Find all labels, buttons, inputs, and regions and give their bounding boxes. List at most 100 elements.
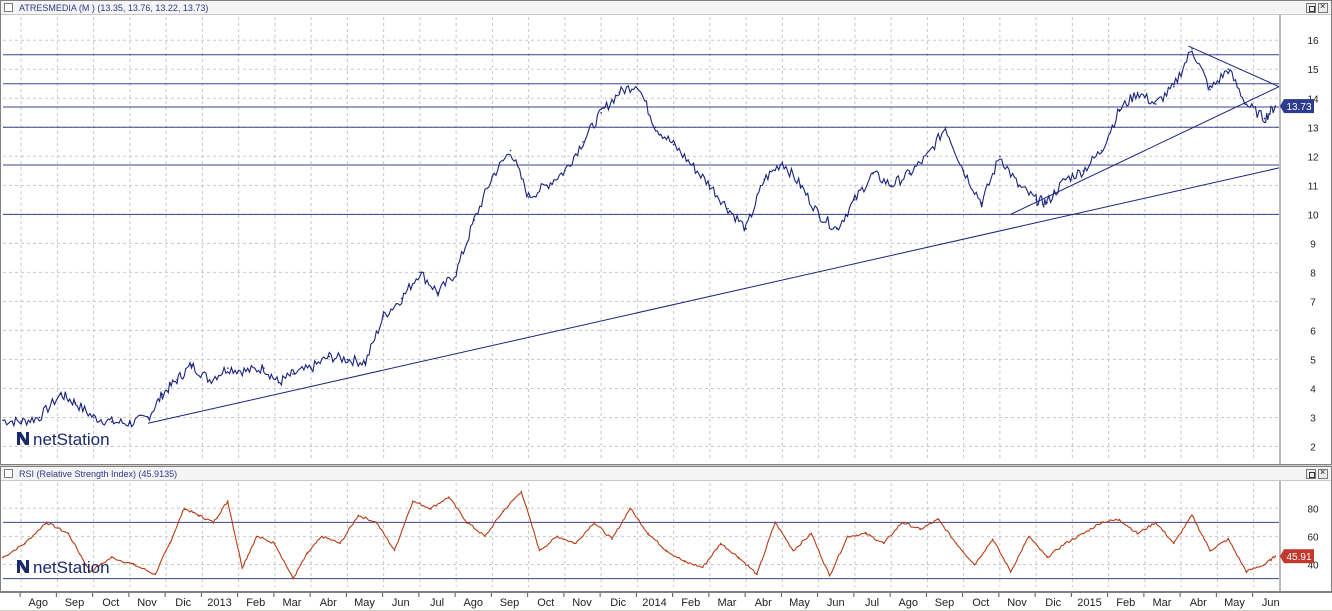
data-point: [168, 542, 171, 545]
y-tick-label: 60: [1307, 532, 1319, 543]
data-point: [1046, 556, 1048, 559]
data-point: [321, 535, 323, 538]
data-point: [1035, 199, 1037, 201]
data-point: [864, 532, 867, 535]
x-tick-label: Feb: [246, 597, 265, 609]
data-point: [382, 315, 385, 317]
data-point: [1017, 184, 1019, 187]
x-tick-label: Jun: [392, 597, 410, 609]
x-tick-label: Mar: [718, 597, 737, 609]
data-point: [292, 373, 294, 375]
netstation-watermark: netStation: [17, 430, 110, 449]
close-window-icon[interactable]: [1318, 1, 1328, 13]
data-point: [147, 416, 149, 419]
y-tick-label: 8: [1310, 268, 1316, 279]
data-point: [277, 381, 280, 384]
data-point: [129, 422, 131, 425]
data-point: [2, 556, 4, 559]
y-tick-label: 12: [1307, 152, 1319, 163]
restore-window-icon[interactable]: [1306, 469, 1316, 479]
data-point: [1046, 201, 1048, 204]
data-point: [45, 521, 48, 524]
data-point: [672, 143, 675, 146]
data-point: [1263, 563, 1266, 566]
data-point: [1100, 149, 1103, 152]
data-point: [690, 164, 693, 166]
x-tick-label: Oct: [972, 597, 989, 609]
data-point: [817, 213, 820, 216]
data-point: [538, 549, 541, 552]
data-point: [683, 560, 686, 563]
data-point: [328, 355, 331, 358]
svg-text:netStation: netStation: [33, 430, 110, 449]
data-point: [828, 574, 831, 577]
data-point: [846, 535, 849, 538]
rsi-pane-title-text: RSI (Relative Strength Index) (45.9135): [19, 469, 178, 479]
data-point: [310, 367, 312, 369]
x-tick-label: May: [1224, 597, 1245, 609]
data-point: [647, 532, 650, 535]
data-point: [2, 419, 4, 422]
data-point: [484, 535, 486, 538]
x-tick-label: 2013: [207, 597, 231, 609]
x-tick-label: May: [789, 597, 810, 609]
data-point: [339, 542, 341, 545]
data-point: [245, 370, 247, 372]
data-point: [636, 82, 639, 85]
data-point: [429, 507, 432, 510]
data-point: [509, 149, 512, 152]
x-tick-label: Jun: [827, 597, 845, 609]
data-point: [208, 378, 211, 381]
x-tick-label: Feb: [1116, 597, 1135, 609]
x-tick-label: Abr: [755, 597, 772, 609]
x-tick-label: 2014: [642, 597, 666, 609]
data-point: [962, 170, 965, 172]
x-tick-label: Abr: [320, 597, 337, 609]
data-point: [1064, 542, 1066, 545]
data-point: [375, 521, 378, 524]
data-point: [745, 228, 747, 230]
data-point: [1274, 105, 1277, 107]
chart-window-icon: [4, 3, 13, 12]
data-point: [502, 510, 505, 512]
data-point: [346, 358, 349, 361]
data-point: [527, 196, 530, 198]
y-tick-label: 6: [1310, 326, 1316, 337]
data-point: [854, 199, 856, 201]
data-point: [419, 271, 421, 274]
x-tick-label: Ago: [898, 597, 918, 609]
y-tick-label: 9: [1310, 239, 1316, 250]
x-tick-label: Dic: [610, 597, 626, 609]
data-point: [763, 178, 766, 181]
data-point: [92, 416, 95, 419]
x-tick-label: 2015: [1077, 597, 1101, 609]
data-point: [618, 91, 621, 94]
y-tick-label: 13: [1307, 123, 1319, 134]
y-tick-label: 80: [1307, 504, 1319, 515]
data-point: [556, 535, 559, 538]
data-point: [197, 514, 200, 517]
svg-text:45.91: 45.91: [1286, 552, 1311, 563]
data-point: [1227, 68, 1230, 71]
data-point: [611, 538, 613, 541]
y-tick-label: 16: [1307, 36, 1319, 47]
data-point: [665, 549, 668, 552]
data-point: [1173, 85, 1175, 88]
data-point: [67, 532, 70, 535]
data-point: [727, 207, 729, 210]
data-point: [1191, 514, 1193, 517]
x-tick-label: Jul: [865, 597, 879, 609]
rsi-pane-title: RSI (Relative Strength Index) (45.9135): [1, 467, 1331, 481]
restore-window-icon[interactable]: [1306, 3, 1316, 13]
close-window-icon[interactable]: [1318, 467, 1328, 479]
data-point: [973, 563, 976, 566]
data-point: [1245, 570, 1248, 573]
x-tick-label: Ago: [463, 597, 483, 609]
data-point: [1154, 103, 1157, 105]
data-point: [23, 542, 26, 545]
data-point: [1064, 178, 1066, 181]
price-pane-title: ATRESMEDIA (M ) (13.35, 13.76, 13.22, 13…: [1, 1, 1331, 15]
data-point: [74, 402, 77, 404]
data-point: [574, 542, 577, 545]
data-point: [1136, 532, 1139, 535]
